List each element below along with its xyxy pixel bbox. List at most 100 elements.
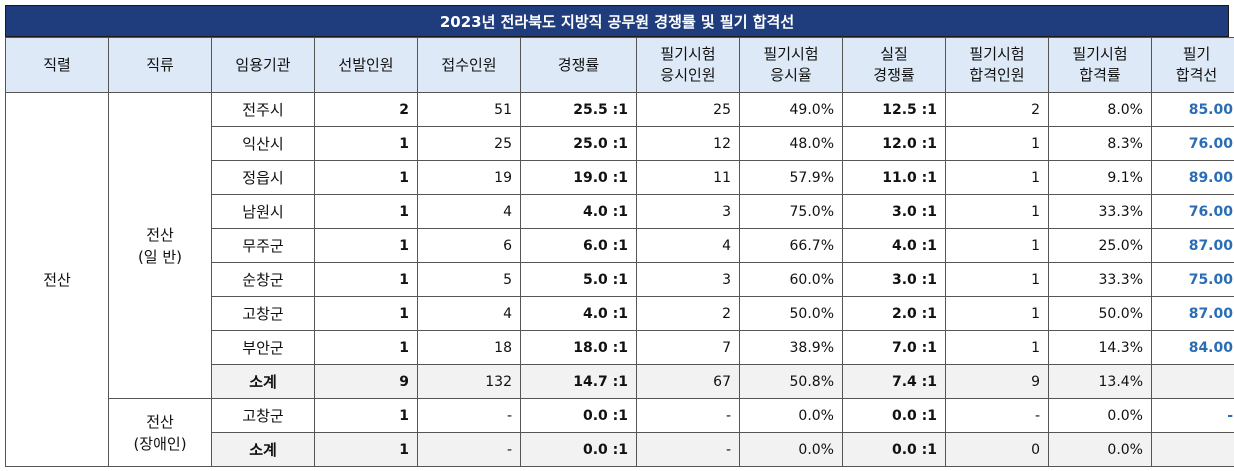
quota-cell: 1	[314, 194, 418, 229]
takers-cell: -	[636, 398, 740, 433]
ratio-cell: 14.7 :1	[520, 364, 637, 399]
pass-rate-cell: 14.3%	[1048, 330, 1152, 365]
subcategory-cell: 전산 (일 반)	[108, 92, 212, 399]
sheet-title: 2023년 전라북도 지방직 공무원 경쟁률 및 필기 합격선	[5, 5, 1229, 37]
agency-cell: 정읍시	[211, 160, 315, 195]
cutoff-cell: 76.00	[1151, 126, 1234, 161]
takers-cell: 3	[636, 262, 740, 297]
cutoff-cell: 85.00	[1151, 92, 1234, 127]
quota-cell: 1	[314, 398, 418, 433]
passers-cell: 9	[945, 364, 1049, 399]
real-ratio-cell: 2.0 :1	[842, 296, 946, 331]
stats-table: 직렬 직류 임용기관 선발인원 접수인원 경쟁률 필기시험 응시인원 필기시험 응시율 실질 경쟁률 필…	[5, 37, 1234, 467]
table-row: 전산 전산 (일 반) 전주시 2 51 25.5 :1 25 49.0% 12.5 :1 2 8.0…	[5, 92, 1234, 467]
ratio-cell: 0.0 :1	[520, 398, 637, 433]
passers-cell: 1	[945, 262, 1049, 297]
ratio-cell: 25.0 :1	[520, 126, 637, 161]
passers-cell: -	[945, 398, 1049, 433]
real-ratio-cell: 4.0 :1	[842, 228, 946, 263]
take-rate-cell: 0.0%	[739, 432, 843, 467]
quota-cell: 1	[314, 160, 418, 195]
applicants-cell: 6	[417, 228, 521, 263]
quota-cell: 9	[314, 364, 418, 399]
ratio-cell: 4.0 :1	[520, 194, 637, 229]
series-cell: 전산	[5, 92, 109, 467]
cutoff-cell: 87.00	[1151, 228, 1234, 263]
pass-rate-cell: 8.0%	[1048, 92, 1152, 127]
table-row: 무주군 1 6 6.0 :1 4 66.7% 4.0 :1 1 25.0% 87.00	[6, 228, 1234, 263]
applicants-cell: 4	[417, 194, 521, 229]
agency-cell: 순창군	[211, 262, 315, 297]
passers-cell: 1	[945, 330, 1049, 365]
table-row: 익산시 1 25 25.0 :1 12 48.0% 12.0 :1 1 8.3% 76.00	[6, 126, 1234, 161]
ratio-cell: 5.0 :1	[520, 262, 637, 297]
takers-cell: 25	[636, 92, 740, 127]
agency-cell: 전주시	[211, 92, 315, 127]
real-ratio-cell: 12.0 :1	[842, 126, 946, 161]
passers-cell: 1	[945, 228, 1049, 263]
real-ratio-cell: 12.5 :1	[842, 92, 946, 127]
take-rate-cell: 0.0%	[739, 398, 843, 433]
table-row: 고창군 1 4 4.0 :1 2 50.0% 2.0 :1 1 50.0% 87.00	[6, 296, 1234, 331]
pass-rate-cell: 0.0%	[1048, 398, 1152, 433]
ratio-cell: 4.0 :1	[520, 296, 637, 331]
passers-cell: 1	[945, 296, 1049, 331]
column-header: 필기 합격선	[1151, 37, 1234, 93]
ratio-cell: 18.0 :1	[520, 330, 637, 365]
take-rate-cell: 50.8%	[739, 364, 843, 399]
real-ratio-cell: 0.0 :1	[842, 432, 946, 467]
applicants-cell: -	[417, 398, 521, 433]
table-row: 남원시 1 4 4.0 :1 3 75.0% 3.0 :1 1 33.3% 76.00	[6, 194, 1234, 229]
agency-cell: 익산시	[211, 126, 315, 161]
passers-cell: 0	[945, 432, 1049, 467]
real-ratio-cell: 11.0 :1	[842, 160, 946, 195]
takers-cell: 4	[636, 228, 740, 263]
column-header: 임용기관	[211, 37, 315, 93]
take-rate-cell: 48.0%	[739, 126, 843, 161]
cutoff-cell: -	[1151, 398, 1234, 433]
quota-cell: 1	[314, 330, 418, 365]
column-header: 필기시험 합격률	[1048, 37, 1152, 93]
take-rate-cell: 66.7%	[739, 228, 843, 263]
applicants-cell: 51	[417, 92, 521, 127]
cutoff-cell: 89.00	[1151, 160, 1234, 195]
column-header: 필기시험 응시인원	[636, 37, 740, 93]
column-header: 필기시험 응시율	[739, 37, 843, 93]
takers-cell: -	[636, 432, 740, 467]
cutoff-cell: 84.00	[1151, 330, 1234, 365]
table-body: 전산 전산 (일 반) 전주시 2 51 25.5 :1 25 49.0% 12.5 :1 2 8.0…	[5, 92, 1234, 467]
table-row: 전산 (장애인) 고창군 1-0.0 :1-0.0% 0.0 :1-0.0% -	[6, 398, 1234, 467]
ratio-cell: 19.0 :1	[520, 160, 637, 195]
real-ratio-cell: 3.0 :1	[842, 194, 946, 229]
applicants-cell: -	[417, 432, 521, 467]
pass-rate-cell: 8.3%	[1048, 126, 1152, 161]
agency-cell: 소계	[211, 432, 315, 467]
take-rate-cell: 49.0%	[739, 92, 843, 127]
cutoff-cell: 75.00	[1151, 262, 1234, 297]
cutoff-cell	[1151, 364, 1234, 399]
pass-rate-cell: 33.3%	[1048, 262, 1152, 297]
cutoff-cell: 87.00	[1151, 296, 1234, 331]
column-header: 경쟁률	[520, 37, 637, 93]
applicants-cell: 25	[417, 126, 521, 161]
agency-cell: 무주군	[211, 228, 315, 263]
agency-cell: 고창군	[211, 398, 315, 433]
real-ratio-cell: 7.0 :1	[842, 330, 946, 365]
agency-cell: 소계	[211, 364, 315, 399]
agency-cell: 부안군	[211, 330, 315, 365]
pass-rate-cell: 33.3%	[1048, 194, 1152, 229]
subtotal-row: 소계 1-0.0 :1-0.0% 0.0 :1 0 0.0%	[6, 432, 1234, 467]
agency-cell: 남원시	[211, 194, 315, 229]
take-rate-cell: 75.0%	[739, 194, 843, 229]
take-rate-cell: 57.9%	[739, 160, 843, 195]
take-rate-cell: 60.0%	[739, 262, 843, 297]
column-header: 직류	[108, 37, 212, 93]
quota-cell: 2	[314, 92, 418, 127]
passers-cell: 1	[945, 160, 1049, 195]
cutoff-cell: 76.00	[1151, 194, 1234, 229]
pass-rate-cell: 50.0%	[1048, 296, 1152, 331]
table-row: 순창군 1 5 5.0 :1 3 60.0% 3.0 :1 1 33.3% 75.00	[6, 262, 1234, 297]
table-header: 직렬 직류 임용기관 선발인원 접수인원 경쟁률 필기시험 응시인원 필기시험 응시율 실질 경쟁률 필…	[5, 37, 1234, 93]
column-header: 필기시험 합격인원	[945, 37, 1049, 93]
pass-rate-cell: 25.0%	[1048, 228, 1152, 263]
